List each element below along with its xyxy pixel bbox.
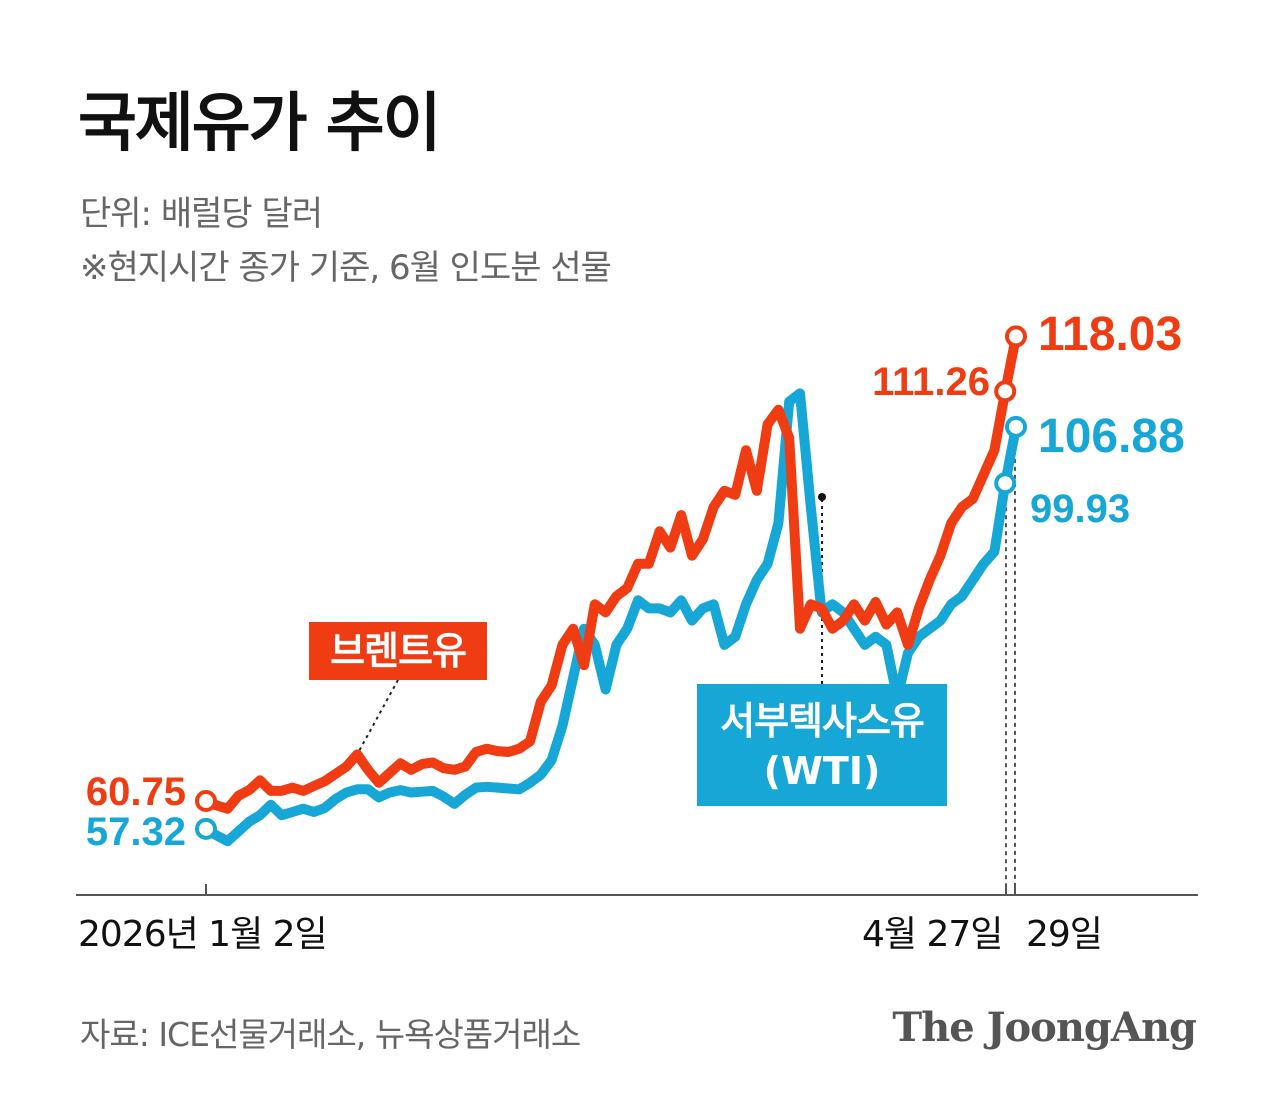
wti-start-point [195, 817, 217, 840]
wti-leader-dot [818, 493, 826, 501]
wti-legend-box [697, 684, 947, 806]
brent-legend-label: 브렌트유 [330, 629, 466, 673]
unit-note: 단위: 배럴당 달러 [80, 194, 323, 234]
wti-start-label: 57.32 [86, 810, 186, 854]
wti-apr29-point [1005, 415, 1027, 438]
publisher-logo: The JoongAng [892, 1004, 1197, 1051]
wti-apr27-point [994, 472, 1017, 495]
wti-apr29-label: 106.88 [1038, 410, 1185, 463]
wti-legend-label-2: (WTI) [764, 749, 881, 793]
x-tick-label-2: 29일 [1026, 914, 1102, 955]
x-tick-label-1: 4월 27일 [862, 914, 1002, 955]
brent-leader [356, 679, 399, 755]
brent-start-label: 60.75 [86, 770, 186, 814]
brent-apr29-point [1005, 325, 1027, 348]
x-tick-label-0: 2026년 1월 2일 [78, 914, 327, 955]
brent-apr27-point [994, 380, 1017, 403]
brent-apr27-label: 111.26 [872, 360, 990, 404]
brent-start-point [195, 790, 217, 813]
source-note: 자료: ICE선물거래소, 뉴욕상품거래소 [80, 1015, 581, 1054]
brent-apr29-label: 118.03 [1038, 308, 1182, 361]
wti-line [201, 388, 1021, 847]
brent-legend-box [309, 622, 487, 680]
brent-line [201, 331, 1021, 814]
wti-apr27-label: 99.93 [1030, 487, 1130, 531]
chart-title: 국제유가 추이 [78, 87, 442, 161]
basis-note: ※현지시간 종가 기준, 6월 인도분 선물 [80, 248, 612, 288]
wti-legend-label-1: 서부텍사스유 [720, 699, 924, 743]
